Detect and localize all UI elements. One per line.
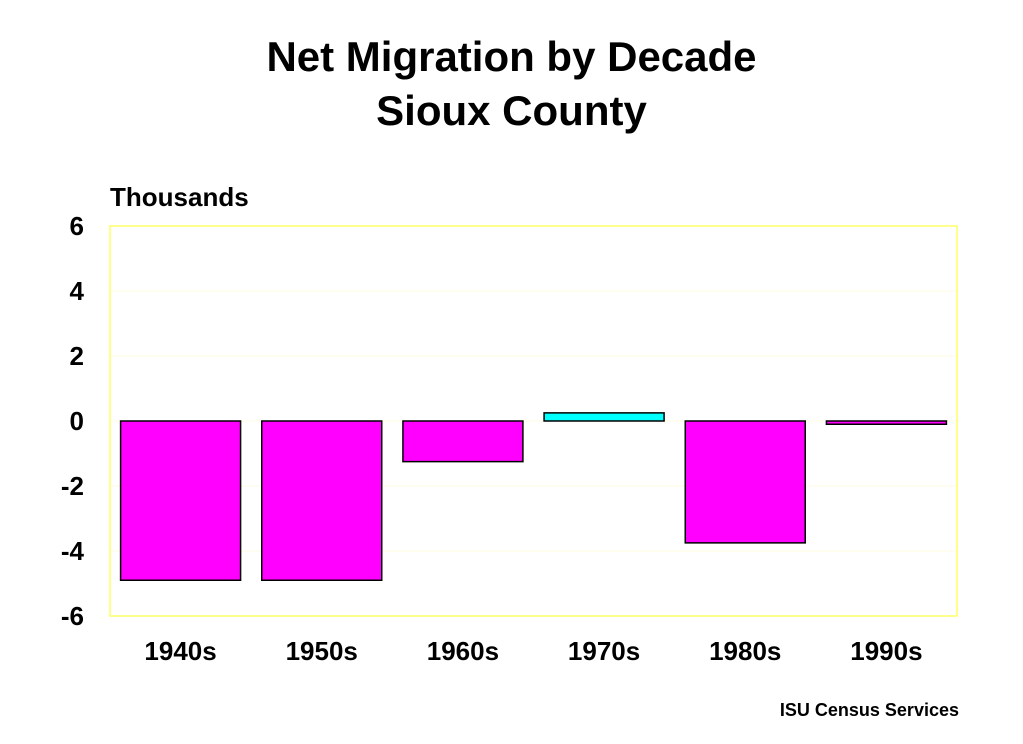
plot-frame (109, 225, 958, 617)
y-axis-unit-label: Thousands (110, 182, 249, 212)
y-tick-label: 0 (70, 406, 84, 436)
chart-title: Net Migration by Decade Sioux County (0, 30, 1023, 138)
y-tick-label: -2 (61, 471, 84, 501)
bar-1960s (402, 420, 524, 463)
bar-1990s (825, 420, 948, 425)
y-tick-label: 6 (70, 211, 84, 241)
y-tick-label: -4 (61, 536, 85, 566)
x-tick-label: 1960s (427, 636, 499, 666)
chart-title-line1: Net Migration by Decade (266, 33, 757, 80)
x-tick-label: 1990s (850, 636, 922, 666)
y-tick-label: -6 (61, 601, 84, 631)
x-tick-label: 1950s (286, 636, 358, 666)
chart-title-line2: Sioux County (376, 87, 647, 134)
y-tick-label: 2 (70, 341, 84, 371)
x-tick-label: 1940s (144, 636, 216, 666)
bar-1980s (684, 420, 806, 544)
bar-1940s (119, 420, 242, 581)
source-credit: ISU Census Services (779, 700, 959, 720)
bar-1970s (543, 412, 665, 422)
x-tick-label: 1970s (568, 636, 640, 666)
y-tick-label: 4 (70, 276, 85, 306)
bar-1950s (261, 420, 383, 581)
x-tick-label: 1980s (709, 636, 781, 666)
